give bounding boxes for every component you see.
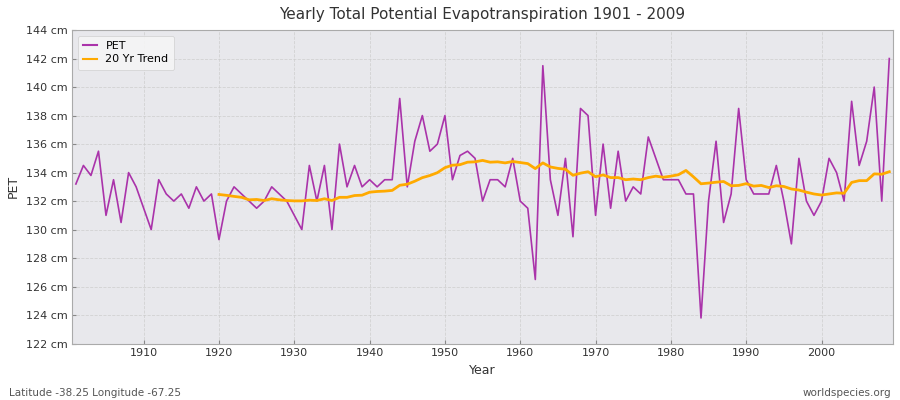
- Line: 20 Yr Trend: 20 Yr Trend: [219, 160, 889, 201]
- 20 Yr Trend: [311, 198, 322, 203]
- 20 Yr Trend: [786, 186, 796, 191]
- 20 Yr Trend: [696, 181, 706, 186]
- 20 Yr Trend: [477, 158, 488, 163]
- 20 Yr Trend: [213, 192, 224, 197]
- 20 Yr Trend: [289, 198, 300, 203]
- Legend: PET, 20 Yr Trend: PET, 20 Yr Trend: [77, 36, 174, 70]
- PET: [296, 227, 307, 232]
- Text: worldspecies.org: worldspecies.org: [803, 388, 891, 398]
- PET: [508, 156, 518, 161]
- 20 Yr Trend: [801, 190, 812, 194]
- 20 Yr Trend: [425, 173, 436, 178]
- PET: [515, 199, 526, 204]
- PET: [70, 182, 81, 186]
- Line: PET: PET: [76, 58, 889, 318]
- PET: [605, 206, 616, 211]
- PET: [342, 184, 353, 189]
- Title: Yearly Total Potential Evapotranspiration 1901 - 2009: Yearly Total Potential Evapotranspiratio…: [280, 7, 686, 22]
- Text: Latitude -38.25 Longitude -67.25: Latitude -38.25 Longitude -67.25: [9, 388, 181, 398]
- PET: [884, 56, 895, 61]
- 20 Yr Trend: [868, 172, 879, 176]
- X-axis label: Year: Year: [469, 364, 496, 377]
- Y-axis label: PET: PET: [7, 175, 20, 198]
- 20 Yr Trend: [884, 169, 895, 174]
- PET: [696, 316, 706, 320]
- PET: [130, 184, 141, 189]
